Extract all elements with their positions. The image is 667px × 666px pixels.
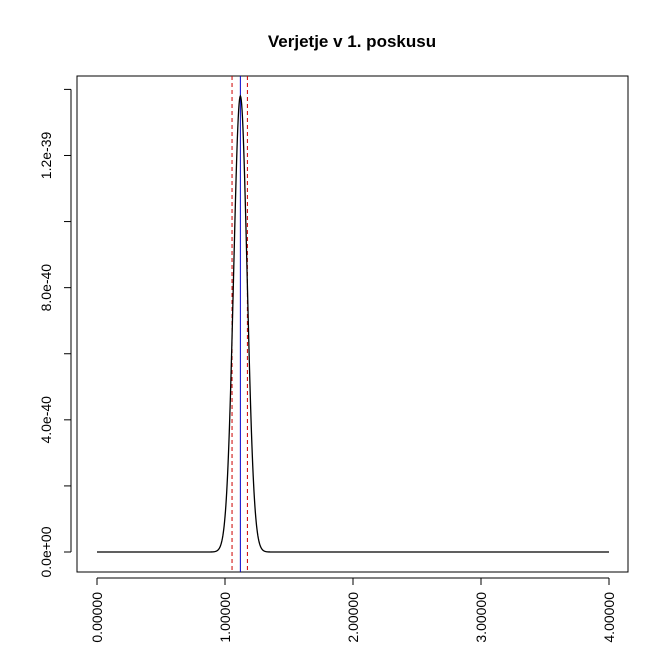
- x-tick-label: 0.00000: [89, 592, 105, 643]
- x-tick-label: 4.00000: [601, 592, 617, 643]
- y-tick-label: 4.0e-40: [38, 396, 54, 444]
- x-tick-label: 1.00000: [217, 592, 233, 643]
- series-layer: [97, 94, 609, 553]
- x-tick-label: 3.00000: [473, 592, 489, 643]
- chart-title: Verjetje v 1. poskusu: [268, 32, 436, 51]
- y-axis: 0.0e+00 4.0e-40 8.0e-40 1.2e-39: [38, 88, 72, 578]
- likelihood-curve: [97, 94, 609, 553]
- y-tick-label: 8.0e-40: [38, 264, 54, 312]
- y-tick-label: 0.0e+00: [38, 526, 54, 577]
- y-tick-label: 1.2e-39: [38, 132, 54, 180]
- plot-frame: [76, 75, 629, 573]
- plot-area: [76, 75, 629, 573]
- x-tick-label: 2.00000: [345, 592, 361, 643]
- x-axis: 0.00000 1.00000 2.00000 3.00000 4.00000: [89, 577, 617, 643]
